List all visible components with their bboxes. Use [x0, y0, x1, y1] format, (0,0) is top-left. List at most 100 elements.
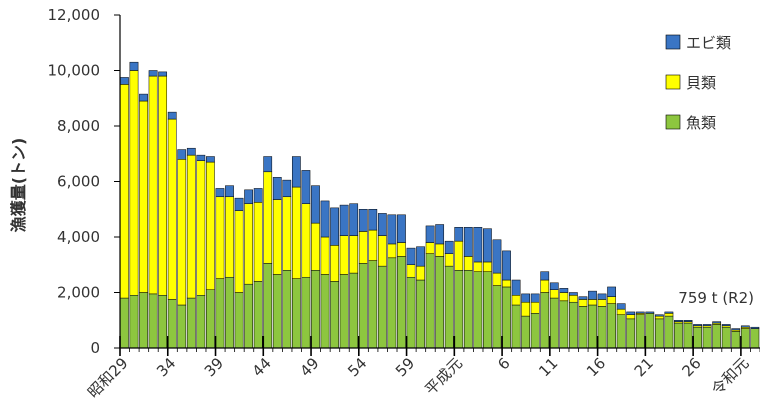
bar-shrimp-35	[454, 227, 464, 242]
bar-fish-21	[320, 274, 330, 349]
bar-shrimp-58	[674, 320, 683, 322]
bar-fish-30	[406, 276, 416, 349]
bar-fish-65	[740, 328, 750, 349]
x-tick-label: 54	[344, 354, 370, 380]
bar-shellfish-32	[425, 242, 435, 254]
bar-fish-60	[693, 326, 702, 349]
bar-shrimp-33	[435, 224, 445, 245]
bar-fish-13	[244, 283, 253, 349]
bar-shellfish-46	[559, 292, 569, 302]
bar-shellfish-10	[215, 196, 225, 279]
bar-shrimp-17	[282, 179, 292, 198]
y-tick-label: 0	[90, 339, 100, 357]
bar-shellfish-48	[578, 299, 588, 307]
bar-fish-64	[731, 331, 741, 349]
bar-shrimp-5	[167, 111, 177, 120]
bar-fish-52	[616, 314, 626, 349]
bar-fish-10	[215, 278, 225, 349]
bar-shellfish-2	[139, 100, 148, 293]
bar-shellfish-11	[225, 196, 234, 278]
bar-shellfish-47	[569, 295, 578, 303]
bar-shrimp-27	[377, 213, 387, 236]
bar-shrimp-20	[311, 185, 320, 224]
bar-shellfish-14	[253, 202, 263, 282]
legend-swatch	[665, 74, 681, 90]
bar-fish-32	[425, 253, 435, 349]
y-tick-label: 4,000	[57, 228, 100, 246]
bar-shellfish-23	[339, 235, 349, 275]
bar-shrimp-54	[635, 311, 645, 314]
bar-fish-19	[301, 276, 311, 349]
bar-shrimp-1	[129, 61, 139, 71]
x-tick-label: 44	[249, 354, 275, 380]
bar-shellfish-38	[483, 261, 492, 272]
bar-shrimp-2	[139, 93, 148, 102]
bar-fish-51	[607, 303, 616, 349]
bar-fish-16	[272, 274, 282, 349]
bar-shellfish-19	[301, 203, 311, 278]
bar-shrimp-59	[683, 320, 693, 322]
bar-shrimp-50	[597, 293, 607, 300]
bar-shrimp-9	[206, 156, 215, 163]
x-tick-label: 平成元	[421, 354, 466, 399]
legend-label: エビ類	[686, 34, 731, 52]
legend-swatch	[665, 34, 681, 50]
bar-shrimp-62	[712, 321, 722, 324]
bar-fish-1	[129, 295, 139, 349]
bar-shellfish-26	[368, 229, 378, 261]
bar-shellfish-31	[416, 265, 425, 281]
annotations: 759 t (R2)	[678, 289, 754, 307]
bar-fish-43	[530, 313, 540, 349]
bar-shrimp-41	[511, 279, 521, 296]
bar-fish-36	[463, 270, 473, 349]
bar-fish-34	[444, 265, 454, 349]
bar-shellfish-37	[473, 261, 483, 272]
bar-fish-3	[148, 293, 158, 349]
bar-fish-38	[483, 271, 492, 349]
bar-shrimp-36	[463, 227, 473, 257]
bar-shrimp-16	[272, 177, 282, 200]
bar-shrimp-0	[120, 77, 129, 85]
bar-shrimp-46	[559, 288, 569, 293]
bar-fish-24	[349, 272, 359, 349]
bar-fish-66	[750, 328, 760, 349]
bar-shrimp-3	[148, 70, 158, 77]
bar-fish-37	[473, 271, 483, 349]
bar-fish-14	[253, 281, 263, 349]
bar-fish-53	[626, 318, 636, 349]
bar-fish-23	[339, 274, 349, 349]
y-axis-label: 漁獲量(トン)	[9, 138, 28, 233]
bar-shellfish-25	[358, 231, 368, 264]
bar-fish-5	[167, 299, 177, 349]
bar-fish-31	[416, 279, 425, 349]
bar-shrimp-32	[425, 225, 435, 243]
bar-shellfish-36	[463, 256, 473, 271]
bar-shrimp-4	[158, 71, 168, 77]
bar-shellfish-51	[607, 296, 616, 304]
bar-fish-63	[721, 326, 731, 349]
bar-fish-26	[368, 260, 378, 349]
bar-shrimp-48	[578, 296, 588, 300]
y-tick-label: 8,000	[57, 117, 100, 135]
bar-shellfish-21	[320, 236, 330, 275]
legend-swatch	[665, 114, 681, 130]
bar-shrimp-65	[740, 325, 750, 328]
x-tick-label: 59	[392, 354, 418, 380]
x-tick-label: 26	[679, 354, 705, 380]
bar-fish-15	[263, 263, 273, 349]
bar-shrimp-66	[750, 326, 760, 329]
bar-shellfish-45	[549, 289, 559, 299]
bar-fish-49	[588, 304, 597, 349]
bar-fish-56	[654, 318, 664, 349]
x-tick-label: 6	[494, 354, 513, 373]
y-tick-label: 12,000	[48, 6, 101, 24]
bar-shrimp-18	[291, 156, 301, 188]
bar-shrimp-52	[616, 303, 626, 310]
bar-shellfish-6	[177, 159, 187, 306]
bar-shrimp-61	[702, 324, 712, 327]
bar-shrimp-24	[349, 203, 359, 236]
bar-shrimp-15	[263, 156, 273, 173]
bar-fish-61	[702, 326, 712, 349]
bar-shrimp-21	[320, 200, 330, 238]
bar-shrimp-43	[530, 293, 540, 303]
